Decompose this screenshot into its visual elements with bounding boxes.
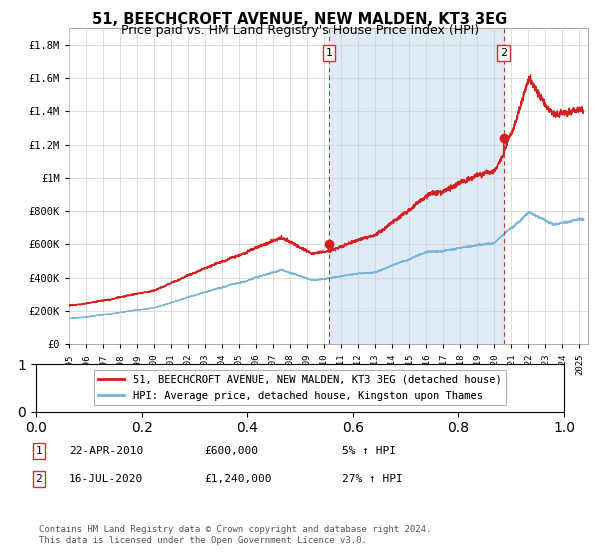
- Text: 1: 1: [326, 48, 332, 58]
- Legend: 51, BEECHCROFT AVENUE, NEW MALDEN, KT3 3EG (detached house), HPI: Average price,: 51, BEECHCROFT AVENUE, NEW MALDEN, KT3 3…: [94, 370, 506, 405]
- Text: £600,000: £600,000: [204, 446, 258, 456]
- Bar: [329, 28, 503, 344]
- Text: 51, BEECHCROFT AVENUE, NEW MALDEN, KT3 3EG: 51, BEECHCROFT AVENUE, NEW MALDEN, KT3 3…: [92, 12, 508, 27]
- Text: 16-JUL-2020: 16-JUL-2020: [69, 474, 143, 484]
- Text: 2: 2: [500, 48, 507, 58]
- Text: 5% ↑ HPI: 5% ↑ HPI: [342, 446, 396, 456]
- Text: Contains HM Land Registry data © Crown copyright and database right 2024.
This d: Contains HM Land Registry data © Crown c…: [39, 525, 431, 545]
- Text: Price paid vs. HM Land Registry's House Price Index (HPI): Price paid vs. HM Land Registry's House …: [121, 24, 479, 36]
- Text: 22-APR-2010: 22-APR-2010: [69, 446, 143, 456]
- Text: £1,240,000: £1,240,000: [204, 474, 271, 484]
- Text: 27% ↑ HPI: 27% ↑ HPI: [342, 474, 403, 484]
- Text: 2: 2: [35, 474, 43, 484]
- Text: 1: 1: [35, 446, 43, 456]
